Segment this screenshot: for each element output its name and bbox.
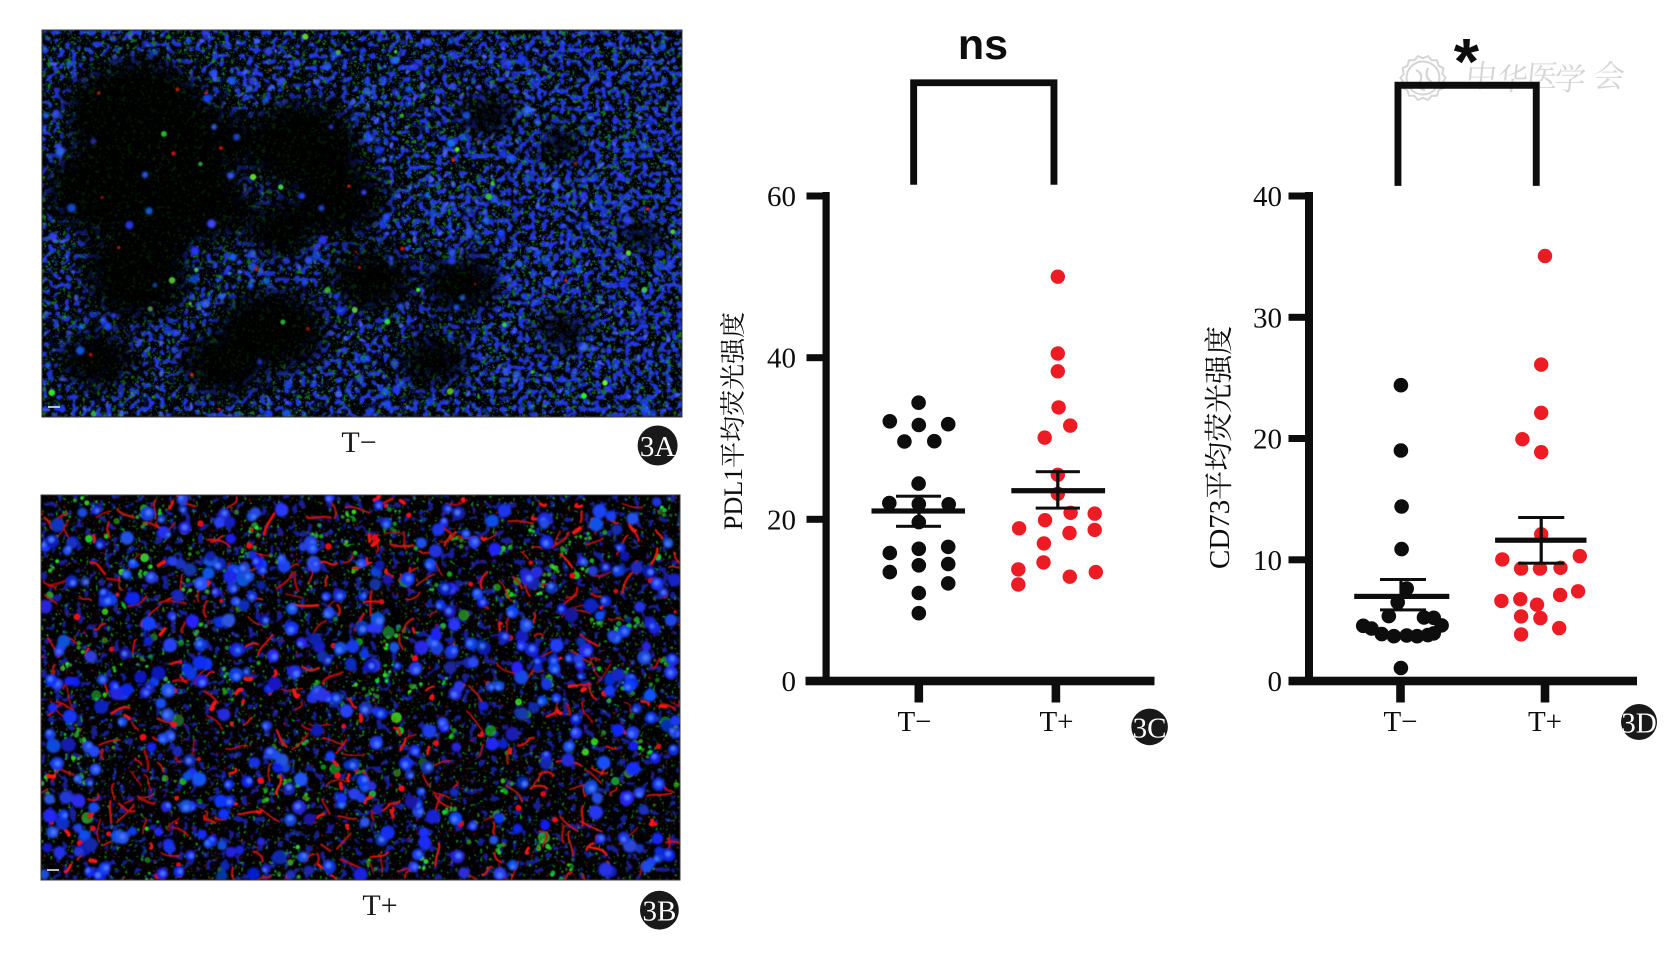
svg-text:20: 20 (1253, 424, 1282, 456)
svg-text:T−: T− (341, 426, 376, 459)
svg-text:3A: 3A (640, 431, 676, 463)
svg-text:T−: T− (897, 706, 931, 738)
svg-text:20: 20 (767, 504, 796, 536)
svg-text:PDL1: PDL1 (719, 468, 748, 530)
svg-text:30: 30 (1253, 302, 1282, 334)
svg-text:40: 40 (767, 343, 796, 375)
svg-text:0: 0 (1268, 666, 1283, 698)
svg-text:T+: T+ (1528, 706, 1562, 738)
svg-text:T+: T+ (1039, 706, 1073, 738)
svg-text:3B: 3B (642, 896, 676, 928)
svg-text:T−: T− (1383, 706, 1417, 738)
svg-text:ns: ns (958, 21, 1008, 69)
svg-text:3D: 3D (1621, 708, 1656, 740)
svg-text:10: 10 (1253, 545, 1282, 577)
svg-text:0: 0 (782, 666, 797, 698)
svg-text:40: 40 (1253, 181, 1282, 213)
svg-text:60: 60 (767, 181, 796, 213)
svg-text:CD73: CD73 (1204, 500, 1236, 569)
svg-text:T+: T+ (362, 889, 397, 922)
svg-text:3C: 3C (1133, 712, 1167, 744)
